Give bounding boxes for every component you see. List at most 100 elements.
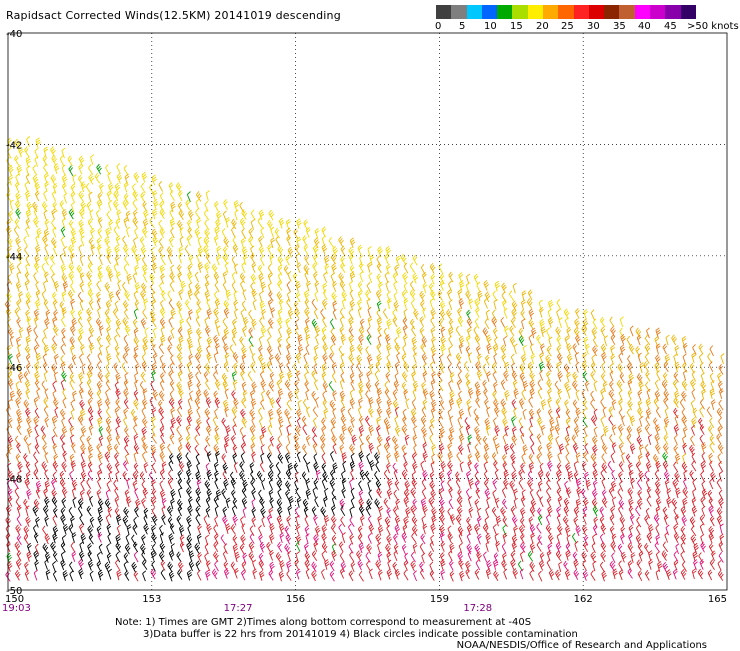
wind-barb-shaft xyxy=(368,310,371,318)
wind-barb xyxy=(167,345,175,355)
wind-barb xyxy=(441,327,447,337)
wind-barb-shaft xyxy=(522,321,524,329)
wind-barb xyxy=(106,211,115,221)
wind-barb xyxy=(88,192,94,202)
wind-barb-feather xyxy=(548,309,552,312)
wind-barb xyxy=(51,155,59,165)
wind-barb xyxy=(396,327,403,337)
wind-barb xyxy=(141,246,149,256)
wind-barb-feather xyxy=(259,317,263,320)
wind-barb-shaft xyxy=(411,303,415,310)
wind-barb-shaft xyxy=(377,259,381,266)
wind-barb xyxy=(458,299,465,309)
wind-barb-feather xyxy=(206,346,210,349)
wind-barb-feather xyxy=(464,361,468,364)
wind-barb-shaft xyxy=(64,196,67,204)
wind-barb-feather xyxy=(341,337,345,340)
wind-barb xyxy=(15,237,23,247)
wind-barb xyxy=(68,166,76,176)
wind-barb xyxy=(198,237,205,247)
wind-barb xyxy=(448,281,455,291)
wind-barb-shaft xyxy=(10,203,12,211)
wind-barb xyxy=(142,309,151,319)
wind-barb-shaft xyxy=(449,302,452,310)
wind-barb xyxy=(251,219,258,229)
wind-barb xyxy=(689,363,697,373)
wind-barb-feather xyxy=(170,265,174,268)
wind-barb-shaft xyxy=(367,301,370,309)
wind-barb xyxy=(485,292,493,302)
wind-barb-feather xyxy=(159,355,163,358)
wind-barb xyxy=(645,371,654,381)
wind-barb xyxy=(19,328,25,338)
wind-barb xyxy=(26,336,33,346)
wind-barb xyxy=(105,373,113,383)
wind-barb-shaft xyxy=(133,275,136,283)
wind-barb xyxy=(133,353,141,363)
wind-barb-field xyxy=(4,136,727,581)
wind-barb xyxy=(90,155,97,165)
wind-barb xyxy=(477,354,484,364)
wind-barb-shaft xyxy=(575,355,577,363)
wind-barb xyxy=(259,336,266,346)
wind-barb xyxy=(529,371,538,381)
wind-barb-feather xyxy=(404,283,408,286)
wind-barb-feather xyxy=(271,240,275,243)
wind-barb xyxy=(268,273,275,283)
wind-barb xyxy=(14,308,22,318)
wind-barb xyxy=(159,355,166,365)
wind-barb xyxy=(409,290,418,300)
wind-barb xyxy=(151,363,158,373)
wind-barb-feather xyxy=(365,346,369,349)
wind-barb-feather xyxy=(34,148,38,151)
wind-barb xyxy=(123,264,131,274)
wind-barb xyxy=(99,183,106,193)
wind-barb xyxy=(170,219,177,229)
wind-barb xyxy=(87,219,95,229)
wind-barb xyxy=(126,211,133,221)
wind-barb xyxy=(267,264,275,274)
wind-barb-feather xyxy=(565,318,569,321)
wind-barb xyxy=(410,281,418,291)
wind-barb xyxy=(24,147,33,157)
wind-barb-feather xyxy=(656,346,660,349)
wind-barb-shaft xyxy=(604,338,606,346)
wind-barb xyxy=(60,253,68,263)
wind-barb-feather xyxy=(359,255,363,258)
wind-barb-shaft xyxy=(150,221,155,228)
wind-barb xyxy=(59,156,67,166)
wind-barb-shaft xyxy=(323,320,327,327)
wind-barb xyxy=(10,336,16,346)
wind-barb-feather xyxy=(575,352,579,354)
wind-barb xyxy=(43,281,49,291)
wind-barb xyxy=(332,281,339,291)
wind-barb xyxy=(251,262,258,272)
wind-barb-shaft xyxy=(278,330,281,337)
wind-barb xyxy=(528,309,535,319)
wind-barb xyxy=(78,164,86,174)
wind-barb xyxy=(531,354,538,364)
wind-barb xyxy=(197,346,205,356)
wind-barb xyxy=(207,309,214,319)
wind-barb xyxy=(604,336,611,346)
wind-barb-shaft xyxy=(198,240,201,248)
wind-barb-feather xyxy=(25,174,29,177)
wind-barb xyxy=(78,245,85,255)
wind-barb xyxy=(338,236,346,246)
wind-barb xyxy=(304,308,312,318)
wind-barb xyxy=(268,283,275,293)
wind-barb-shaft xyxy=(431,320,435,327)
wind-barb-feather xyxy=(484,319,488,322)
wind-barb-shaft xyxy=(61,320,65,327)
wind-barb-shaft xyxy=(404,286,407,293)
wind-barb-feather xyxy=(304,372,308,375)
wind-barb-shaft xyxy=(70,383,74,390)
wind-barb xyxy=(521,354,528,364)
wind-barb-feather xyxy=(449,300,453,303)
wind-barb-feather xyxy=(45,349,49,352)
wind-barb-shaft xyxy=(88,258,92,265)
wind-barb xyxy=(370,255,376,265)
wind-barb xyxy=(104,310,113,320)
wind-barb xyxy=(25,280,32,290)
wind-barb xyxy=(384,272,391,282)
